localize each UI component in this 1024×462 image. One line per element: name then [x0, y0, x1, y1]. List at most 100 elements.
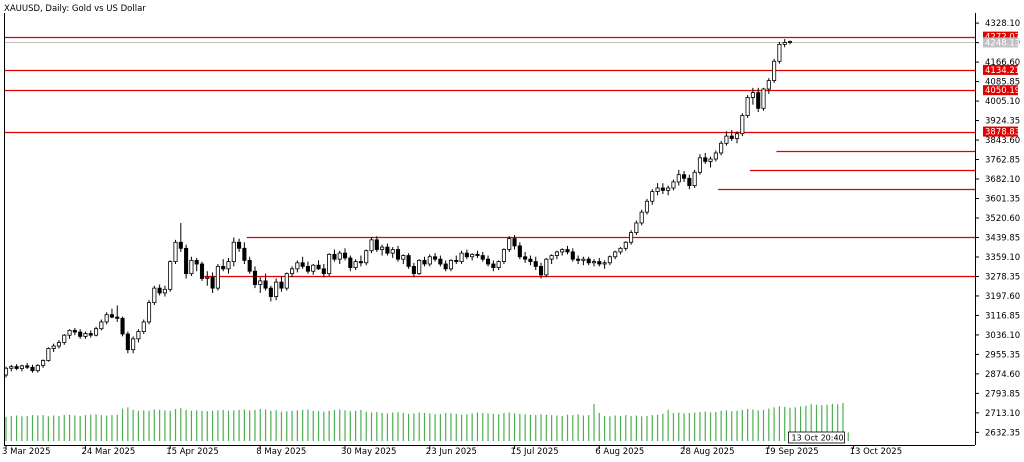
candle-body	[433, 256, 438, 260]
candle	[528, 255, 533, 266]
level-price-tag	[983, 31, 1018, 42]
candle	[252, 266, 258, 289]
price-tick-label: 3116.85	[985, 311, 1020, 321]
candle	[623, 241, 628, 251]
candle	[745, 95, 750, 118]
candle-body	[655, 187, 660, 192]
candle-body	[512, 238, 517, 247]
horizontal-levels[interactable]	[4, 36, 975, 278]
candle	[581, 256, 586, 266]
candle-body	[374, 239, 379, 250]
candle	[141, 319, 146, 334]
candle	[777, 41, 782, 64]
candle-body	[242, 247, 247, 261]
candle	[454, 255, 459, 264]
candle-body	[300, 262, 305, 267]
price-axis: 4328.104247.304166.604085.854005.103924.…	[975, 19, 1020, 438]
candle-body	[507, 238, 512, 250]
price-tick-label: 4085.85	[985, 78, 1020, 88]
candle-body	[671, 181, 676, 189]
candle	[682, 171, 687, 182]
level-price-tag-label: 4050.19	[985, 86, 1020, 96]
candle-body	[14, 366, 19, 369]
time-tick-label: 15 Jul 2025	[511, 447, 559, 457]
candle-body	[544, 258, 549, 276]
candle-body	[772, 60, 777, 81]
candle	[295, 260, 300, 273]
candle	[613, 250, 618, 260]
candle	[374, 236, 379, 252]
candle-body	[353, 261, 358, 269]
candle-body	[311, 264, 316, 272]
candle-body	[554, 251, 559, 256]
candle	[607, 255, 612, 266]
candle-body	[523, 256, 528, 260]
candle-body	[602, 262, 607, 265]
candle-body	[274, 281, 279, 297]
candle-body	[194, 259, 199, 265]
candle	[666, 185, 671, 196]
candle	[554, 250, 559, 260]
candle-body	[687, 177, 692, 186]
candle	[88, 330, 93, 338]
candle	[46, 347, 51, 362]
cursor-time-box	[788, 431, 845, 444]
candle-body	[120, 317, 125, 335]
candle-body	[682, 174, 687, 179]
candle-body	[141, 321, 146, 332]
candle	[507, 236, 512, 252]
candle-body	[666, 187, 671, 191]
candle	[570, 248, 575, 262]
candle	[274, 278, 279, 301]
candle-body	[131, 338, 136, 351]
candle	[237, 238, 242, 252]
candle	[300, 256, 305, 269]
candle-body	[385, 246, 390, 254]
candle	[19, 364, 24, 372]
time-tick-label: 15 Apr 2025	[166, 447, 219, 457]
candle	[724, 131, 729, 146]
candle	[226, 257, 231, 274]
price-tick-label: 3359.10	[985, 253, 1020, 263]
candle-body	[422, 259, 427, 265]
candle-body	[46, 348, 51, 361]
candle-body	[237, 241, 242, 249]
candle	[247, 256, 252, 274]
candle	[766, 78, 771, 94]
candle	[427, 254, 432, 267]
candle-body	[629, 232, 634, 243]
candle	[676, 169, 681, 186]
candle	[115, 305, 120, 322]
price-tick-label: 2955.35	[985, 350, 1020, 360]
candle-body	[390, 249, 395, 254]
candle	[740, 113, 745, 137]
candle	[332, 249, 337, 262]
candle	[512, 235, 517, 250]
candle-body	[305, 266, 310, 272]
candle-body	[279, 281, 284, 289]
candle	[480, 251, 485, 262]
candle	[565, 245, 570, 255]
candle-body	[247, 259, 252, 272]
candle-body	[152, 287, 157, 304]
time-tick-label: 8 May 2025	[256, 447, 306, 457]
price-tick-label: 3601.35	[985, 195, 1020, 205]
candle	[782, 39, 787, 48]
candle-body	[401, 255, 406, 260]
candle-body	[560, 249, 565, 253]
candle-body	[252, 270, 258, 285]
candle-body	[25, 365, 30, 368]
candle	[316, 260, 321, 271]
candle-body	[719, 142, 724, 154]
candle-body	[740, 115, 745, 135]
candle	[258, 277, 263, 293]
candle-body	[576, 258, 581, 261]
candle-body	[565, 249, 570, 253]
candle-body	[613, 251, 618, 258]
candle-body	[104, 314, 109, 323]
candle	[168, 260, 173, 292]
price-tick-label: 3036.10	[985, 331, 1020, 341]
candle	[173, 239, 178, 264]
